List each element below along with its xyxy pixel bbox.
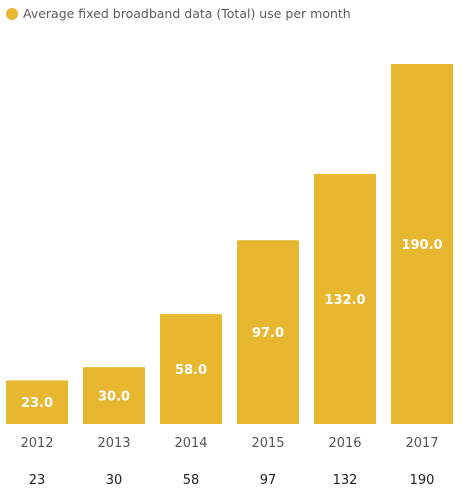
data-table-value: 30 bbox=[106, 473, 123, 488]
bar-2013 bbox=[83, 367, 145, 424]
bar-2017 bbox=[391, 64, 453, 424]
bar-data-label: 97.0 bbox=[252, 326, 284, 341]
chart-legend: Average fixed broadband data (Total) use… bbox=[6, 6, 351, 21]
bar-2015 bbox=[237, 240, 299, 424]
bar-data-label: 132.0 bbox=[324, 293, 365, 308]
bar-2014 bbox=[160, 314, 222, 424]
x-tick-label: 2014 bbox=[174, 436, 207, 451]
bar-data-label: 58.0 bbox=[175, 363, 207, 378]
bar-data-label: 30.0 bbox=[98, 390, 130, 405]
data-table-value: 23 bbox=[29, 473, 46, 488]
x-tick-label: 2017 bbox=[405, 436, 438, 451]
data-table-value: 97 bbox=[260, 473, 277, 488]
x-tick-label: 2015 bbox=[251, 436, 284, 451]
legend-swatch bbox=[6, 7, 18, 20]
bar-data-label: 23.0 bbox=[21, 396, 53, 411]
x-tick-label: 2012 bbox=[20, 436, 53, 451]
bar-2012 bbox=[6, 380, 68, 424]
legend-label: Average fixed broadband data (Total) use… bbox=[23, 6, 351, 21]
data-table-value: 58 bbox=[183, 473, 200, 488]
x-tick-label: 2013 bbox=[97, 436, 130, 451]
x-tick-label: 2016 bbox=[328, 436, 361, 451]
data-table-value: 132 bbox=[333, 473, 358, 488]
data-table-value: 190 bbox=[410, 473, 435, 488]
bar-data-label: 190.0 bbox=[401, 238, 442, 253]
bar-2016 bbox=[314, 173, 376, 424]
